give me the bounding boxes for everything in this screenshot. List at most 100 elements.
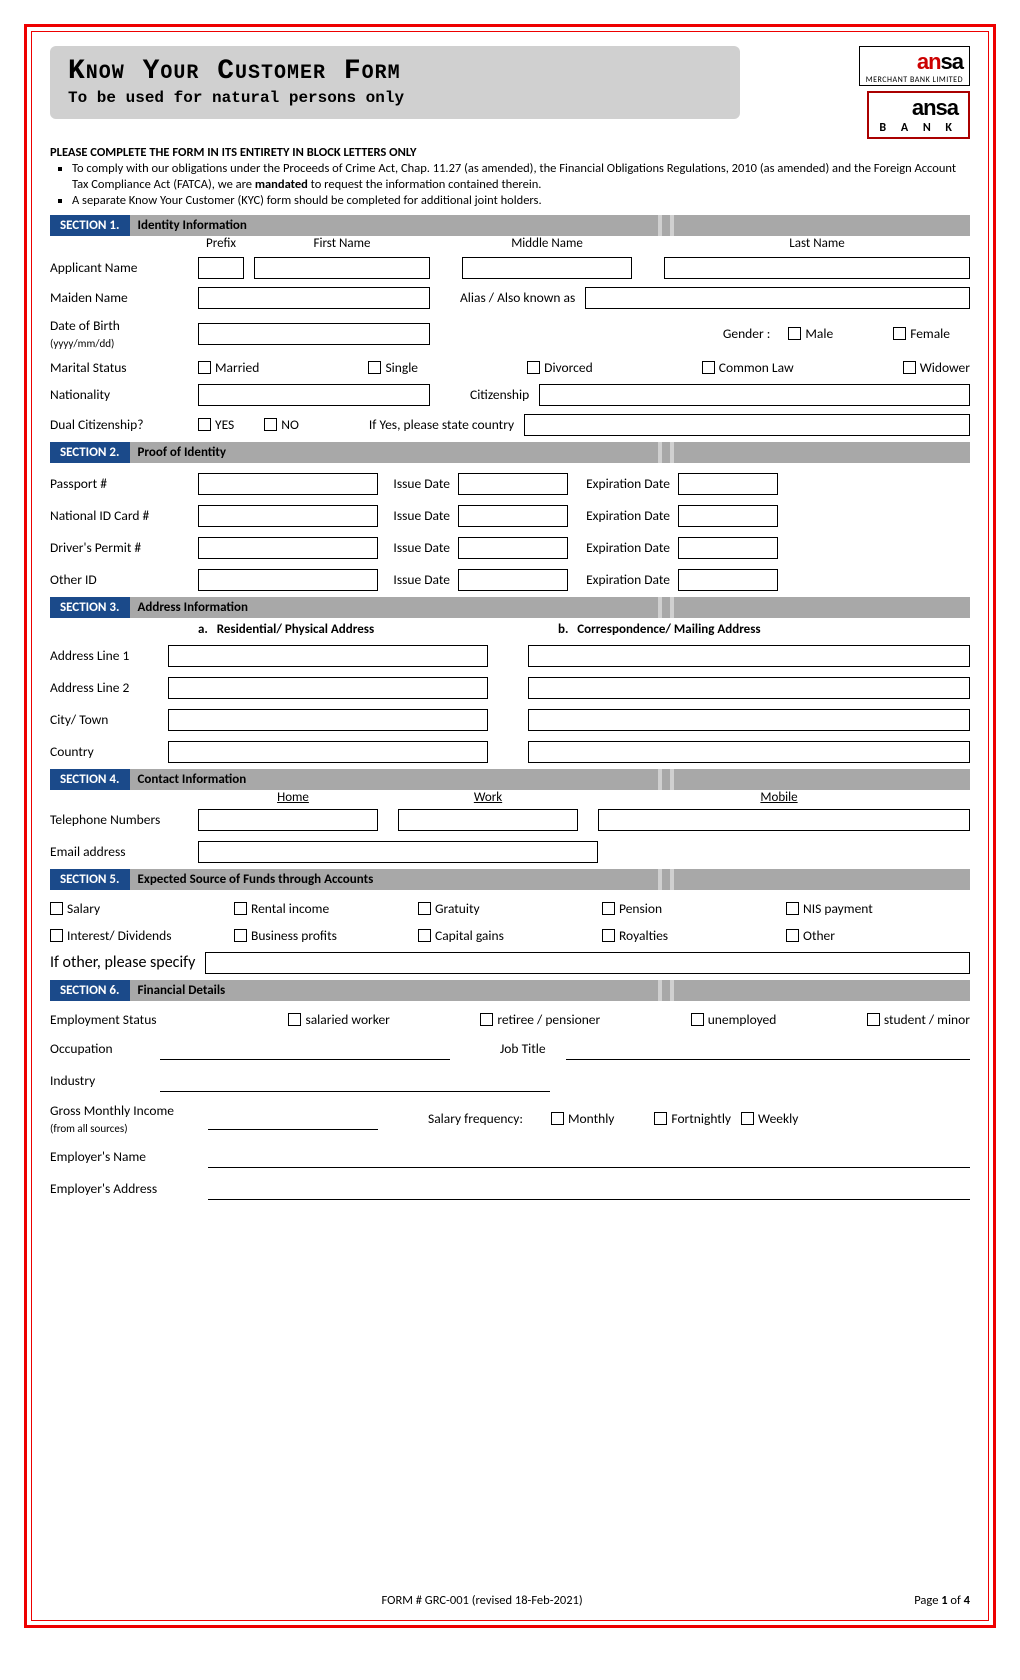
job-label: Job Title	[500, 1040, 546, 1057]
employer-name-input[interactable]	[208, 1146, 970, 1168]
first-name-input[interactable]	[254, 257, 430, 279]
occupation-input[interactable]	[160, 1038, 450, 1060]
dual-label: Dual Citizenship?	[50, 416, 198, 433]
emp-retiree-checkbox[interactable]: retiree / pensioner	[480, 1011, 600, 1028]
nid-label: National ID Card #	[50, 507, 198, 524]
passport-exp-input[interactable]	[678, 473, 778, 495]
fund-nis-checkbox[interactable]: NIS payment	[786, 900, 970, 917]
fund-other-checkbox[interactable]: Other	[786, 927, 970, 944]
citizenship-label: Citizenship	[470, 386, 529, 403]
addr2-label: Address Line 2	[50, 679, 168, 696]
maiden-name-label: Maiden Name	[50, 289, 198, 306]
freq-fortnightly-checkbox[interactable]: Fortnightly	[654, 1110, 731, 1127]
emp-salaried-checkbox[interactable]: salaried worker	[288, 1011, 389, 1028]
gender-label: Gender :	[440, 325, 778, 342]
fund-salary-checkbox[interactable]: Salary	[50, 900, 234, 917]
other-issue-input[interactable]	[458, 569, 568, 591]
fund-business-checkbox[interactable]: Business profits	[234, 927, 418, 944]
emp-unemployed-checkbox[interactable]: unemployed	[691, 1011, 777, 1028]
fund-pension-checkbox[interactable]: Pension	[602, 900, 786, 917]
marital-common-checkbox[interactable]: Common Law	[702, 359, 794, 376]
form-page: Know Your Customer Form To be used for n…	[31, 31, 989, 1621]
dual-no-checkbox[interactable]: NO	[264, 416, 299, 433]
industry-input[interactable]	[160, 1070, 550, 1092]
passport-label: Passport #	[50, 475, 198, 492]
corr-addr1-input[interactable]	[528, 645, 970, 667]
res-city-input[interactable]	[168, 709, 488, 731]
form-subtitle: To be used for natural persons only	[68, 89, 722, 107]
nid-input[interactable]	[198, 505, 378, 527]
instructions: PLEASE COMPLETE THE FORM IN ITS ENTIRETY…	[50, 145, 970, 209]
instruction-item: To comply with our obligations under the…	[72, 161, 970, 192]
passport-input[interactable]	[198, 473, 378, 495]
section-2-bar: SECTION 2. Proof of Identity	[50, 442, 970, 463]
corr-city-input[interactable]	[528, 709, 970, 731]
mobile-head: Mobile	[588, 790, 970, 805]
res-country-input[interactable]	[168, 741, 488, 763]
fund-rental-checkbox[interactable]: Rental income	[234, 900, 418, 917]
dob-label: Date of Birth(yyyy/mm/dd)	[50, 317, 198, 351]
dp-label: Driver's Permit #	[50, 539, 198, 556]
marital-married-checkbox[interactable]: Married	[198, 359, 259, 376]
dob-input[interactable]	[198, 323, 430, 345]
alias-input[interactable]	[585, 287, 970, 309]
fund-capital-checkbox[interactable]: Capital gains	[418, 927, 602, 944]
freq-monthly-checkbox[interactable]: Monthly	[551, 1110, 614, 1127]
emp-student-checkbox[interactable]: student / minor	[867, 1011, 970, 1028]
freq-label: Salary frequency:	[428, 1110, 523, 1127]
freq-weekly-checkbox[interactable]: Weekly	[741, 1110, 798, 1127]
corr-addr2-input[interactable]	[528, 677, 970, 699]
dp-exp-input[interactable]	[678, 537, 778, 559]
dp-issue-input[interactable]	[458, 537, 568, 559]
dual-yes-checkbox[interactable]: YES	[198, 416, 234, 433]
fund-interest-checkbox[interactable]: Interest/ Dividends	[50, 927, 234, 944]
col-prefix: Prefix	[198, 236, 244, 251]
gross-income-input[interactable]	[208, 1108, 378, 1130]
form-title: Know Your Customer Form	[68, 56, 722, 87]
res-addr1-input[interactable]	[168, 645, 488, 667]
nid-issue-input[interactable]	[458, 505, 568, 527]
gender-male-checkbox[interactable]: Male	[788, 325, 833, 342]
middle-name-input[interactable]	[462, 257, 632, 279]
section-1-bar: SECTION 1. Identity Information	[50, 215, 970, 236]
work-head: Work	[388, 790, 588, 805]
emp-status-label: Employment Status	[50, 1011, 198, 1028]
passport-issue-input[interactable]	[458, 473, 568, 495]
fund-gratuity-checkbox[interactable]: Gratuity	[418, 900, 602, 917]
tel-work-input[interactable]	[398, 809, 578, 831]
other-exp-input[interactable]	[678, 569, 778, 591]
last-name-input[interactable]	[664, 257, 970, 279]
other-fund-input[interactable]	[205, 952, 970, 974]
job-title-input[interactable]	[566, 1038, 970, 1060]
page-number: Page 1 of 4	[914, 1593, 970, 1608]
tel-home-input[interactable]	[198, 809, 378, 831]
corr-country-input[interactable]	[528, 741, 970, 763]
other-id-input[interactable]	[198, 569, 378, 591]
col-last: Last Name	[664, 236, 970, 251]
logo-merchant-bank: ansa MERCHANT BANK LIMITED	[859, 46, 970, 86]
citizenship-input[interactable]	[539, 384, 970, 406]
city-label: City/ Town	[50, 711, 168, 728]
section-6-bar: SECTION 6. Financial Details	[50, 980, 970, 1001]
marital-single-checkbox[interactable]: Single	[368, 359, 418, 376]
form-number: FORM # GRC-001 (revised 18-Feb-2021)	[50, 1593, 914, 1608]
applicant-name-label: Applicant Name	[50, 259, 198, 276]
dual-country-input[interactable]	[524, 414, 970, 436]
marital-widower-checkbox[interactable]: Widower	[903, 359, 970, 376]
res-addr2-input[interactable]	[168, 677, 488, 699]
country-label: Country	[50, 743, 168, 760]
nationality-input[interactable]	[198, 384, 430, 406]
gender-female-checkbox[interactable]: Female	[893, 325, 950, 342]
fund-royalties-checkbox[interactable]: Royalties	[602, 927, 786, 944]
maiden-name-input[interactable]	[198, 287, 430, 309]
dp-input[interactable]	[198, 537, 378, 559]
employer-addr-input[interactable]	[208, 1178, 970, 1200]
marital-divorced-checkbox[interactable]: Divorced	[527, 359, 593, 376]
email-input[interactable]	[198, 841, 598, 863]
ifyes-label: If Yes, please state country	[369, 416, 514, 433]
nid-exp-input[interactable]	[678, 505, 778, 527]
tel-mobile-input[interactable]	[598, 809, 970, 831]
section-4-bar: SECTION 4. Contact Information	[50, 769, 970, 790]
prefix-input[interactable]	[198, 257, 244, 279]
tel-label: Telephone Numbers	[50, 811, 198, 828]
